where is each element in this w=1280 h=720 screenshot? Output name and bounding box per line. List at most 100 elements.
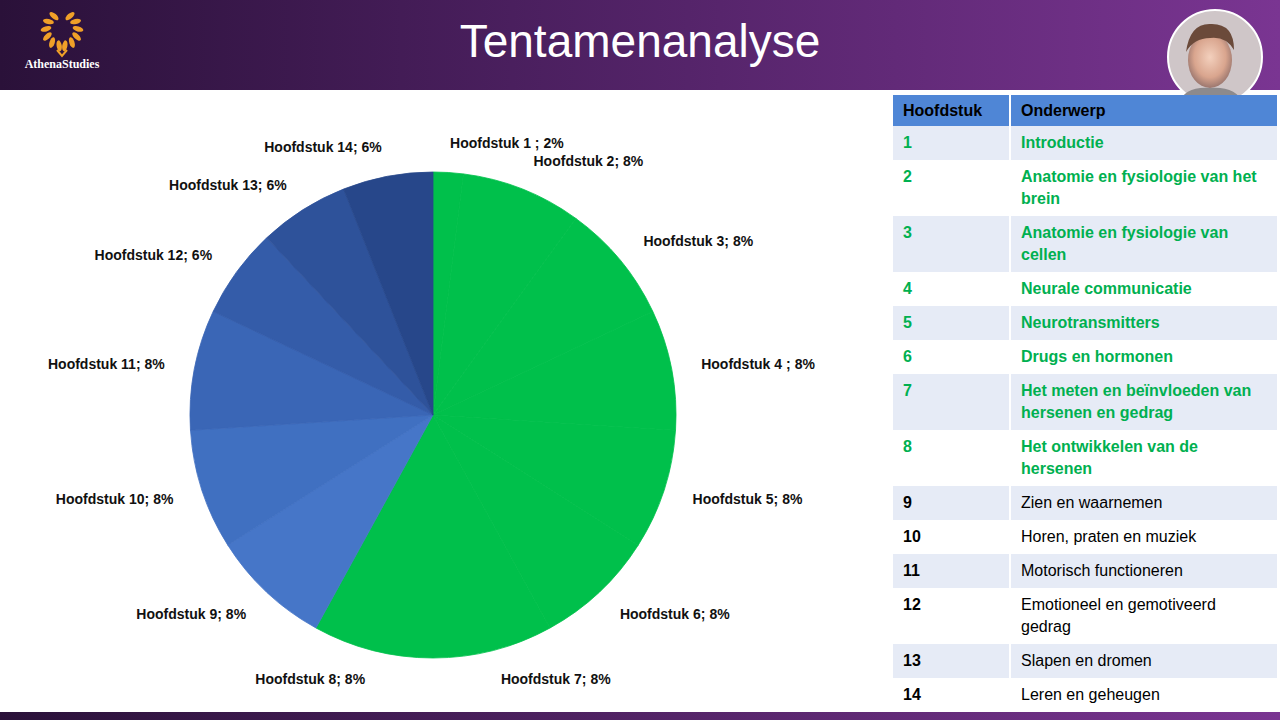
slice-category: Hoofdstuk 9; [136, 606, 222, 622]
topic-cell: Motorisch functioneren [1011, 554, 1277, 588]
chapter-cell: 14 [893, 678, 1011, 712]
table-row: 8Het ontwikkelen van de hersenen [893, 430, 1277, 486]
chapter-cell: 6 [893, 340, 1011, 374]
slice-label: Hoofdstuk 11;8% [48, 356, 165, 372]
pie-labels: Hoofdstuk 1 ;2%Hoofdstuk 2;8%Hoofdstuk 3… [48, 135, 815, 688]
chapter-cell: 5 [893, 306, 1011, 340]
slice-label: Hoofdstuk 1 ; 2% [450, 135, 564, 151]
slice-label: Hoofdstuk 14;6% [264, 139, 382, 155]
slice-value: 8% [623, 153, 644, 169]
slice-label: Hoofdstuk 6;8% [620, 606, 730, 622]
logo-text: AthenaStudies [25, 57, 100, 71]
slice-label: Hoofdstuk 13;6% [169, 177, 287, 193]
slice-label: Hoofdstuk 9;8% [136, 606, 246, 622]
wreath-leaf [42, 18, 54, 25]
wreath-leaf [64, 11, 76, 22]
table-row: 4Neurale communicatie [893, 272, 1277, 306]
slice-label: Hoofdstuk 10;8% [56, 491, 174, 507]
slice-category: Hoofdstuk 10; [56, 491, 149, 507]
slice-category: Hoofdstuk 7; [501, 671, 587, 687]
slice-category: Hoofdstuk 3; [643, 233, 729, 249]
header-cell: Hoofdstuk [893, 95, 1011, 126]
table-row: 5Neurotransmitters [893, 306, 1277, 340]
topic-cell: Emotioneel en gemotiveerd gedrag [1011, 588, 1277, 644]
logo: AthenaStudies [25, 11, 100, 71]
chapter-cell: 7 [893, 374, 1011, 430]
header-bar: Tentamenanalyse [0, 0, 1280, 90]
webcam [1168, 10, 1262, 104]
table-row: 14Leren en geheugen [893, 678, 1277, 712]
wreath-leaf [71, 31, 83, 42]
slice-category: Hoofdstuk 5; [693, 491, 779, 507]
table-row: 9Zien en waarnemen [893, 486, 1277, 520]
table-row: 6Drugs en hormonen [893, 340, 1277, 374]
topic-cell: Neurale communicatie [1011, 272, 1277, 306]
chapter-cell: 1 [893, 126, 1011, 160]
wreath-leaf [42, 31, 54, 42]
slice-value: 8% [226, 606, 247, 622]
slice-label: Hoofdstuk 4 ; 8% [701, 356, 815, 372]
topic-cell: Anatomie en fysiologie van cellen [1011, 216, 1277, 272]
pie [190, 172, 676, 658]
slice-value: 2% [544, 135, 565, 151]
wreath-leaf [48, 11, 60, 22]
slice-category: Hoofdstuk 6; [620, 606, 706, 622]
slice-label: Hoofdstuk 8;8% [255, 671, 365, 687]
table-row: 13Slapen en dromen [893, 644, 1277, 678]
slice-category: Hoofdstuk 2; [534, 153, 620, 169]
slice-value: 8% [153, 491, 174, 507]
topic-cell: Leren en geheugen [1011, 678, 1277, 712]
slice-category: Hoofdstuk 4 ; [701, 356, 790, 372]
chapter-cell: 4 [893, 272, 1011, 306]
chapter-cell: 8 [893, 430, 1011, 486]
table-row: 7Het meten en beïnvloeden van hersenen e… [893, 374, 1277, 430]
topic-cell: Zien en waarnemen [1011, 486, 1277, 520]
wreath-leaf [56, 40, 63, 52]
slice-value: 8% [145, 356, 166, 372]
pie-slice [190, 415, 433, 545]
wreath-leaf [40, 25, 52, 33]
slice-value: 6% [266, 177, 287, 193]
slice-label: Hoofdstuk 3;8% [643, 233, 753, 249]
slice-value: 8% [345, 671, 366, 687]
chapter-cell: 11 [893, 554, 1011, 588]
slice-label: Hoofdstuk 5;8% [693, 491, 803, 507]
topic-cell: Drugs en hormonen [1011, 340, 1277, 374]
slice-category: Hoofdstuk 12; [95, 247, 188, 263]
slice-label: Hoofdstuk 7;8% [501, 671, 611, 687]
slice-category: Hoofdstuk 1 ; [450, 135, 539, 151]
slice-value: 6% [362, 139, 383, 155]
header-cell: Onderwerp [1011, 95, 1277, 126]
slice-category: Hoofdstuk 8; [255, 671, 341, 687]
table-row: 2Anatomie en fysiologie van het brein [893, 160, 1277, 216]
slice-category: Hoofdstuk 13; [169, 177, 262, 193]
slice-value: 6% [192, 247, 213, 263]
pie-slice [433, 415, 550, 658]
slice-label: Hoofdstuk 12;6% [95, 247, 213, 263]
slice-value: 8% [590, 671, 611, 687]
table-row: 12Emotioneel en gemotiveerd gedrag [893, 588, 1277, 644]
table-row: 3Anatomie en fysiologie van cellen [893, 216, 1277, 272]
slice-value: 8% [795, 356, 816, 372]
topic-cell: Horen, praten en muziek [1011, 520, 1277, 554]
table-header: HoofdstukOnderwerp [893, 95, 1277, 126]
wreath-leaf [70, 18, 82, 25]
wreath-ribbon [57, 50, 67, 56]
slide-title: Tentamenanalyse [0, 14, 1280, 68]
slice-value: 8% [782, 491, 803, 507]
topic-cell: Slapen en dromen [1011, 644, 1277, 678]
chapter-cell: 10 [893, 520, 1011, 554]
slice-value: 8% [709, 606, 730, 622]
table-row: 1Introductie [893, 126, 1277, 160]
wreath-leaf [61, 40, 68, 52]
chapter-table: HoofdstukOnderwerp1Introductie2Anatomie … [893, 95, 1277, 712]
webcam-hair [1186, 24, 1234, 52]
slice-value: 8% [733, 233, 754, 249]
pie-slice [433, 312, 676, 431]
table-row: 10Horen, praten en muziek [893, 520, 1277, 554]
chapter-cell: 13 [893, 644, 1011, 678]
topic-cell: Introductie [1011, 126, 1277, 160]
chapter-cell: 2 [893, 160, 1011, 216]
wreath-leaf [72, 25, 84, 33]
topic-cell: Anatomie en fysiologie van het brein [1011, 160, 1277, 216]
